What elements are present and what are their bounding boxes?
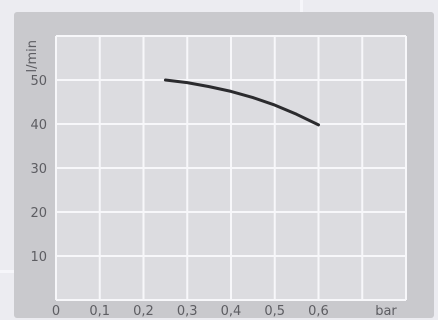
x-axis-label: bar [375,304,397,319]
y-axis-label: l/min [25,40,40,73]
y-tick-label: 20 [30,206,47,221]
x-tick-label: 0,2 [133,304,154,319]
y-tick-label: 30 [30,162,47,177]
background-stripe [300,0,303,12]
x-tick-label: 0 [52,304,60,319]
series-layer [163,78,320,127]
x-tick-label: 0,4 [221,304,242,319]
background-stripe [0,270,14,273]
y-tick-label: 10 [30,250,47,265]
y-tick-label: 40 [30,118,47,133]
x-tick-label: 0,6 [308,304,329,319]
y-axis-ticks: 10 20 30 40 50 [30,74,47,265]
series-line [163,78,320,127]
x-tick-label: 0,3 [177,304,198,319]
grid [55,35,407,301]
x-axis-ticks: 0 0,1 0,2 0,3 0,4 0,5 0,6 [52,304,329,319]
y-tick-label: 50 [30,74,47,89]
x-tick-label: 0,1 [89,304,110,319]
x-tick-label: 0,5 [264,304,285,319]
